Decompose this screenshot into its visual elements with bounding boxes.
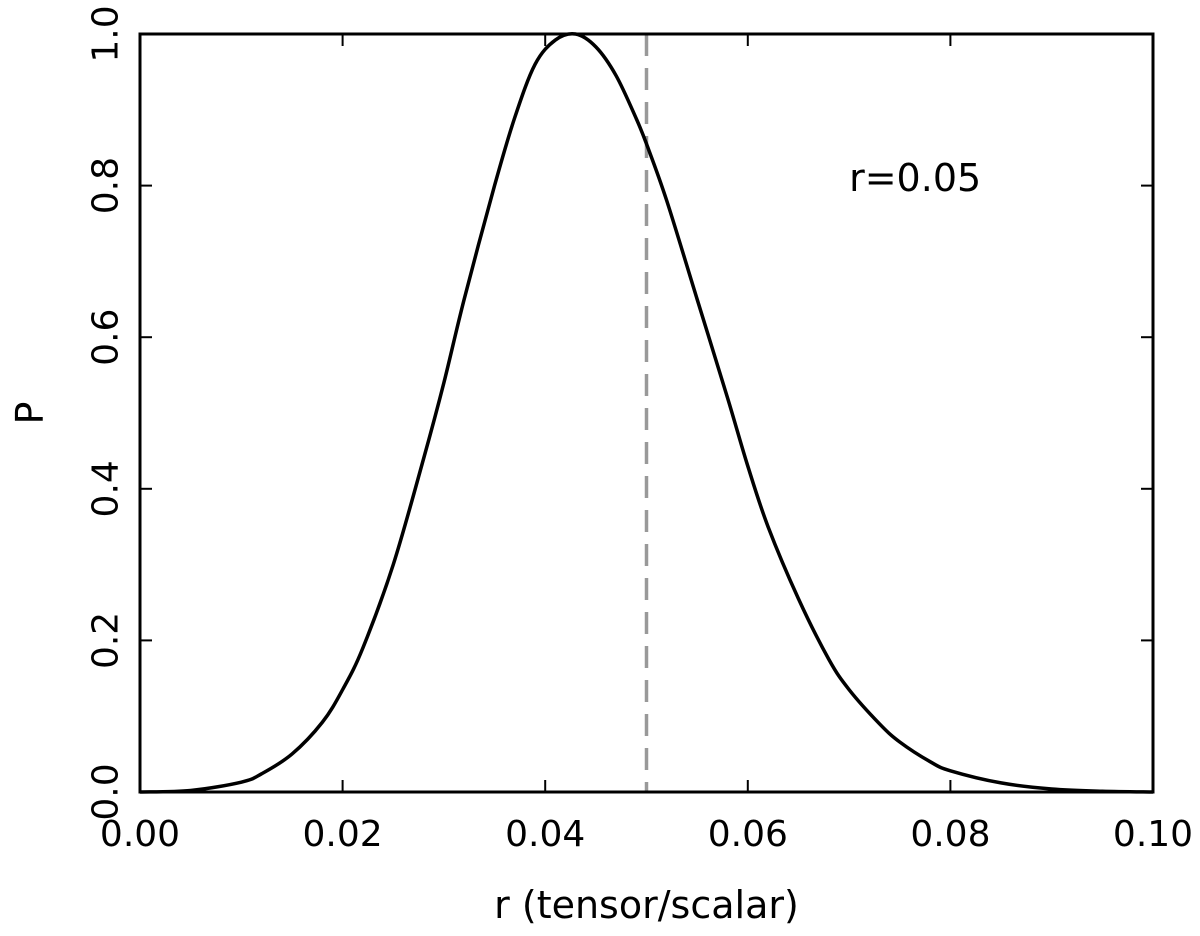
- x-tick-label: 0.06: [708, 814, 788, 855]
- x-tick-label: 0.08: [910, 814, 990, 855]
- x-tick-label: 0.02: [303, 814, 383, 855]
- y-tick-label: 1.0: [86, 5, 127, 62]
- series-layer: [139, 31, 1154, 794]
- x-axis-label: r (tensor/scalar): [494, 883, 799, 927]
- x-tick-label: 0.10: [1113, 814, 1193, 855]
- series-line: [139, 31, 1154, 794]
- y-axis-label: P: [8, 402, 52, 425]
- x-tick-label: 0.04: [505, 814, 585, 855]
- y-tick-label: 0.4: [86, 460, 127, 517]
- y-tick-label: 0.8: [86, 157, 127, 214]
- tick-label-layer: 0.00 0.02 0.04 0.06 0.08 0.10 0.0 0.2 0.4 0.6 0.8 1…: [86, 5, 1194, 855]
- x-tick-label: 0.00: [100, 814, 180, 855]
- y-tick-label: 0.2: [86, 612, 127, 669]
- plot-frame: [138, 32, 1155, 794]
- y-tick-label: 0.6: [86, 309, 127, 366]
- annotation-r-value: r=0.05: [849, 156, 981, 200]
- y-tick-label: 0.0: [86, 763, 127, 820]
